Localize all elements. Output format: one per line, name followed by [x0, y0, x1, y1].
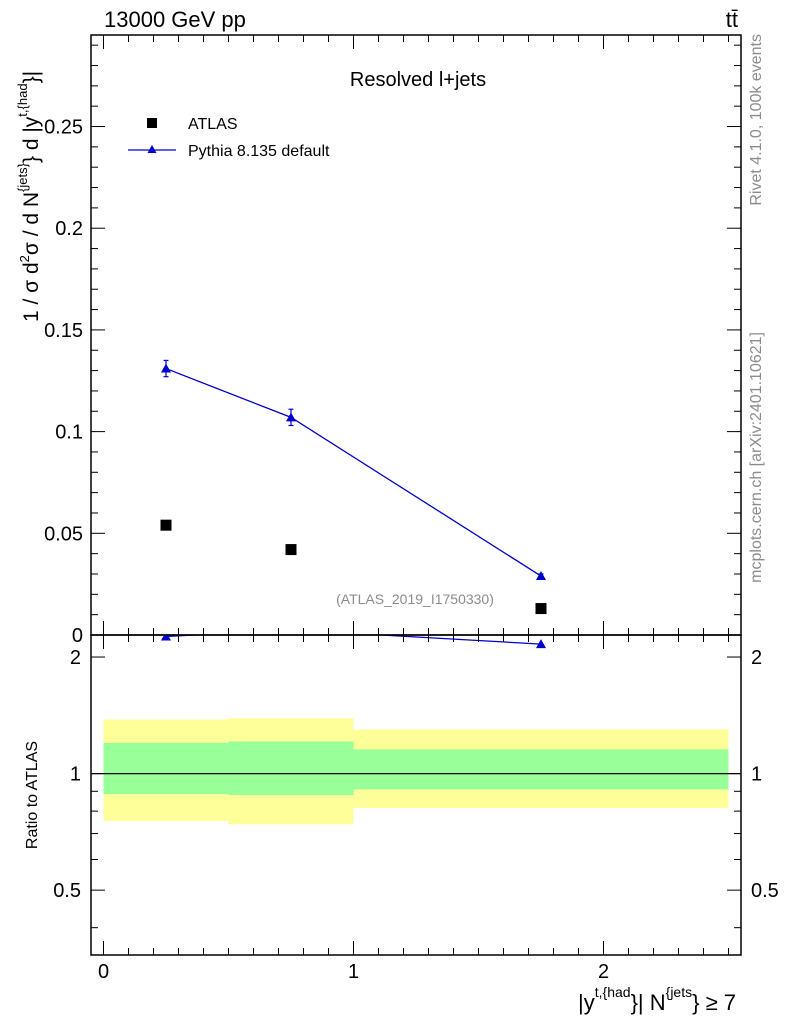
main-y-tick-label: 0 [72, 625, 83, 647]
pythia-line [165, 367, 542, 577]
plot-title: Resolved l+jets [350, 69, 486, 91]
legend-pythia-label: Pythia 8.135 default [188, 143, 330, 160]
ylabel-part-7: }| [20, 71, 43, 83]
x-axis-label: |yt,{had}| N{jets} ≥ 7 [578, 984, 736, 1015]
pythia-data-point [536, 571, 546, 581]
analysis-id-label: (ATLAS_2019_I1750330) [336, 591, 494, 607]
ratio-uncertainty-band-inner [353, 749, 729, 790]
ratio-x-tick-label: 1 [348, 961, 359, 983]
main-panel: 0 0.05 0.1 0.15 0.2 0.25 Resolved l+jets (ATL… [15, 34, 742, 647]
atlas-data-point [160, 519, 172, 531]
ratio-pythia-line [165, 635, 542, 645]
ratio-pythia-point [536, 639, 546, 649]
legend-pythia-marker [147, 145, 157, 153]
ratio-pythia-point [286, 625, 296, 634]
ylabel-part-2: 2 [17, 255, 32, 262]
main-y-tick-label: 0.25 [44, 117, 83, 139]
ratio-x-tick-label: 2 [598, 961, 609, 983]
atlas-data-point [535, 603, 547, 615]
process-label: tt̄ [726, 7, 738, 32]
ratio-y-tick-label-left: 0.5 [53, 880, 81, 902]
atlas-data-point [285, 544, 297, 556]
ratio-uncertainty-band-inner [103, 742, 229, 795]
mcplots-label: mcplots.cern.ch [arXiv:2401.10621] [748, 332, 765, 583]
ylabel-part-5: } d |y [20, 116, 43, 163]
ylabel-part-3: σ / d N [20, 192, 43, 255]
main-y-tick-label: 0.05 [44, 523, 83, 545]
ratio-y-tick-label-right: 0.5 [751, 880, 779, 902]
ratio-pythia-point [161, 635, 171, 641]
ylabel-part-4: {jets} [15, 162, 30, 192]
ratio-x-tick-label: 0 [98, 961, 109, 983]
xlabel-part-5: } ≥ 7 [692, 990, 736, 1015]
ratio-y-tick-label-left: 2 [70, 647, 81, 669]
main-y-tick-label: 0.1 [55, 422, 83, 444]
ratio-y-tick-label-left: 1 [70, 764, 81, 786]
energy-label: 13000 GeV pp [104, 7, 246, 32]
ylabel-part-6: t,{had [15, 83, 30, 116]
rivet-version-label: Rivet 4.1.0, 100k events [748, 34, 765, 206]
ratio-panel: 0 1 2 0.5 0.5 1 1 2 2 Ratio to ATLAS |yt,{had}| … [24, 625, 779, 1015]
ratio-y-tick-label-right: 1 [751, 764, 762, 786]
legend: ATLAS Pythia 8.135 default [128, 116, 330, 160]
pythia-data-point [161, 363, 171, 373]
legend-atlas-label: ATLAS [188, 116, 238, 133]
ylabel-part-1: 1 / σ d [20, 262, 43, 322]
main-y-tick-label: 0.15 [44, 320, 83, 342]
xlabel-part-3: }| N [631, 990, 666, 1015]
pythia-data-point [286, 412, 296, 422]
ratio-frame [90, 634, 742, 956]
legend-atlas-marker [147, 118, 157, 128]
ratio-y-axis-label: Ratio to ATLAS [24, 741, 41, 849]
main-y-axis-label: 1 / σ d2σ / d N{jets}} d |yt,{had}| [15, 71, 43, 322]
ratio-uncertainty-band-inner [228, 741, 354, 796]
xlabel-part-1: |y [578, 990, 595, 1015]
main-y-tick-label: 0.2 [55, 218, 83, 240]
xlabel-part-2: t,{had [595, 984, 631, 1000]
ratio-y-tick-label-right: 2 [751, 647, 762, 669]
xlabel-part-4: {jets [666, 984, 692, 1000]
